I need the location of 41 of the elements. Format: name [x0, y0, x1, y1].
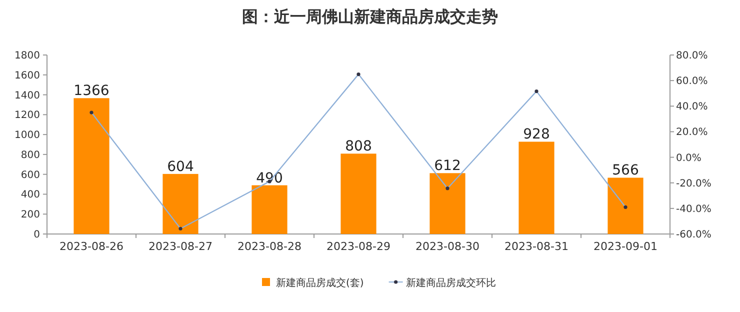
- x-tick-label: 2023-08-29: [326, 240, 390, 253]
- bar: [608, 178, 644, 234]
- data-label: 928: [523, 126, 550, 143]
- data-label: 1366: [74, 83, 110, 100]
- y2-tick-label: -60.0%: [676, 230, 712, 240]
- y-tick-label: 400: [20, 190, 40, 201]
- x-tick-label: 2023-08-28: [238, 240, 302, 253]
- data-label: 612: [434, 158, 461, 174]
- bar: [430, 173, 466, 234]
- chart-title: 图：近一周佛山新建商品房成交走势: [242, 7, 498, 26]
- data-label: 808: [345, 138, 372, 155]
- y-tick-label: 1000: [14, 130, 40, 142]
- y2-tick-label: 40.0%: [676, 102, 708, 113]
- y-tick-label: 800: [20, 150, 40, 161]
- bar: [162, 174, 198, 234]
- y-tick-label: 1800: [14, 50, 40, 62]
- x-tick-label: 2023-08-27: [148, 240, 212, 253]
- y2-tick-label: 0.0%: [676, 152, 702, 164]
- y-tick-label: 1600: [14, 70, 40, 82]
- y2-tick-label: -20.0%: [676, 178, 712, 190]
- y2-tick-label: -40.0%: [676, 204, 712, 215]
- y-tick-label: 600: [20, 170, 40, 181]
- bar: [74, 98, 110, 234]
- x-tick-label: 2023-08-30: [416, 240, 480, 253]
- y-tick-label: 1400: [14, 90, 40, 102]
- data-label: 604: [167, 158, 194, 175]
- data-label: 566: [612, 162, 639, 179]
- bar: [518, 142, 554, 234]
- bar: [340, 154, 376, 234]
- x-tick-label: 2023-08-26: [60, 240, 124, 253]
- y-tick-label: 200: [20, 210, 40, 221]
- legend-label: 新建商品房成交环比: [406, 277, 496, 289]
- y2-tick-label: 60.0%: [676, 76, 708, 88]
- y2-tick-label: 20.0%: [676, 127, 708, 138]
- y-tick-label: 0: [34, 230, 40, 240]
- x-tick-label: 2023-09-01: [594, 240, 658, 253]
- y2-tick-label: 80.0%: [676, 50, 708, 62]
- x-tick-label: 2023-08-31: [504, 240, 568, 253]
- y-tick-label: 1200: [14, 110, 40, 122]
- legend-label: 新建商品房成交(套): [276, 277, 364, 289]
- bar: [252, 185, 288, 234]
